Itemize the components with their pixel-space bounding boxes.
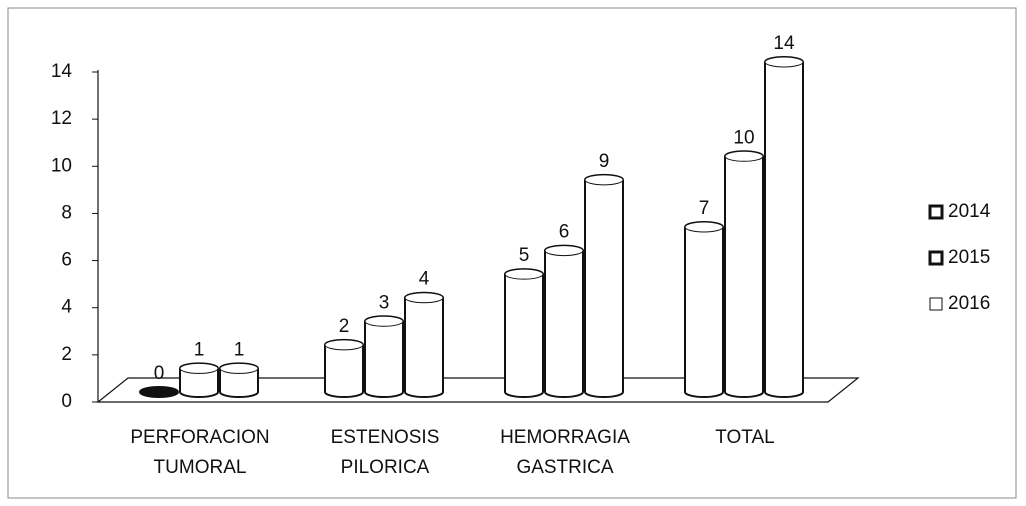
bar [584, 173, 624, 398]
legend-label: 2015 [948, 247, 990, 268]
value-label: 3 [379, 292, 390, 313]
value-label: 1 [194, 339, 205, 360]
y-tick-label: 4 [61, 297, 72, 318]
y-tick-label: 12 [51, 108, 72, 129]
x-tick-label: TOTAL [715, 427, 774, 448]
bar-top [404, 292, 444, 304]
bar [364, 315, 404, 398]
bar [724, 150, 764, 398]
bar-top [324, 339, 364, 351]
x-tick-label: PERFORACION [130, 427, 269, 448]
x-tick-label: TUMORAL [154, 457, 247, 478]
chart-border [7, 7, 1017, 499]
value-label: 1 [234, 339, 245, 360]
x-tick-label: GASTRICA [516, 457, 613, 478]
bar-top [504, 268, 544, 280]
bar [504, 268, 544, 398]
value-label: 7 [699, 198, 710, 219]
value-label: 14 [773, 33, 795, 54]
x-tick-label: PILORICA [341, 457, 430, 478]
value-label: 5 [519, 245, 530, 266]
y-tick-label: 10 [51, 155, 72, 176]
value-label: 6 [559, 222, 570, 243]
y-tick-label: 14 [51, 61, 73, 82]
x-tick-label: ESTENOSIS [331, 427, 440, 448]
value-label: 9 [599, 151, 610, 172]
value-label: 0 [154, 363, 165, 384]
bar-top [544, 245, 584, 257]
legend-marker [929, 297, 943, 311]
floor [96, 377, 860, 403]
bar-top [179, 362, 219, 374]
bar-top [364, 315, 404, 327]
y-tick-label: 8 [61, 202, 72, 223]
x-tick-label: HEMORRAGIA [500, 427, 630, 448]
bar-top [724, 150, 764, 162]
value-label: 4 [419, 269, 430, 290]
y-tick-label: 2 [61, 344, 72, 365]
bar-top [584, 174, 624, 186]
bar [404, 291, 444, 398]
bar-top [764, 56, 804, 68]
legend-marker [928, 204, 944, 220]
bar [544, 244, 584, 398]
bar-top [684, 221, 724, 233]
bar [684, 221, 724, 398]
legend-marker [928, 250, 944, 266]
value-label: 2 [339, 316, 350, 337]
bar-top [219, 362, 259, 374]
legend-label: 2016 [948, 293, 990, 314]
legend-label: 2014 [948, 201, 991, 222]
y-tick-label: 0 [61, 391, 72, 412]
bar [764, 56, 804, 398]
value-label: 10 [733, 127, 754, 148]
bar-top [139, 386, 179, 398]
y-tick-label: 6 [61, 250, 72, 271]
